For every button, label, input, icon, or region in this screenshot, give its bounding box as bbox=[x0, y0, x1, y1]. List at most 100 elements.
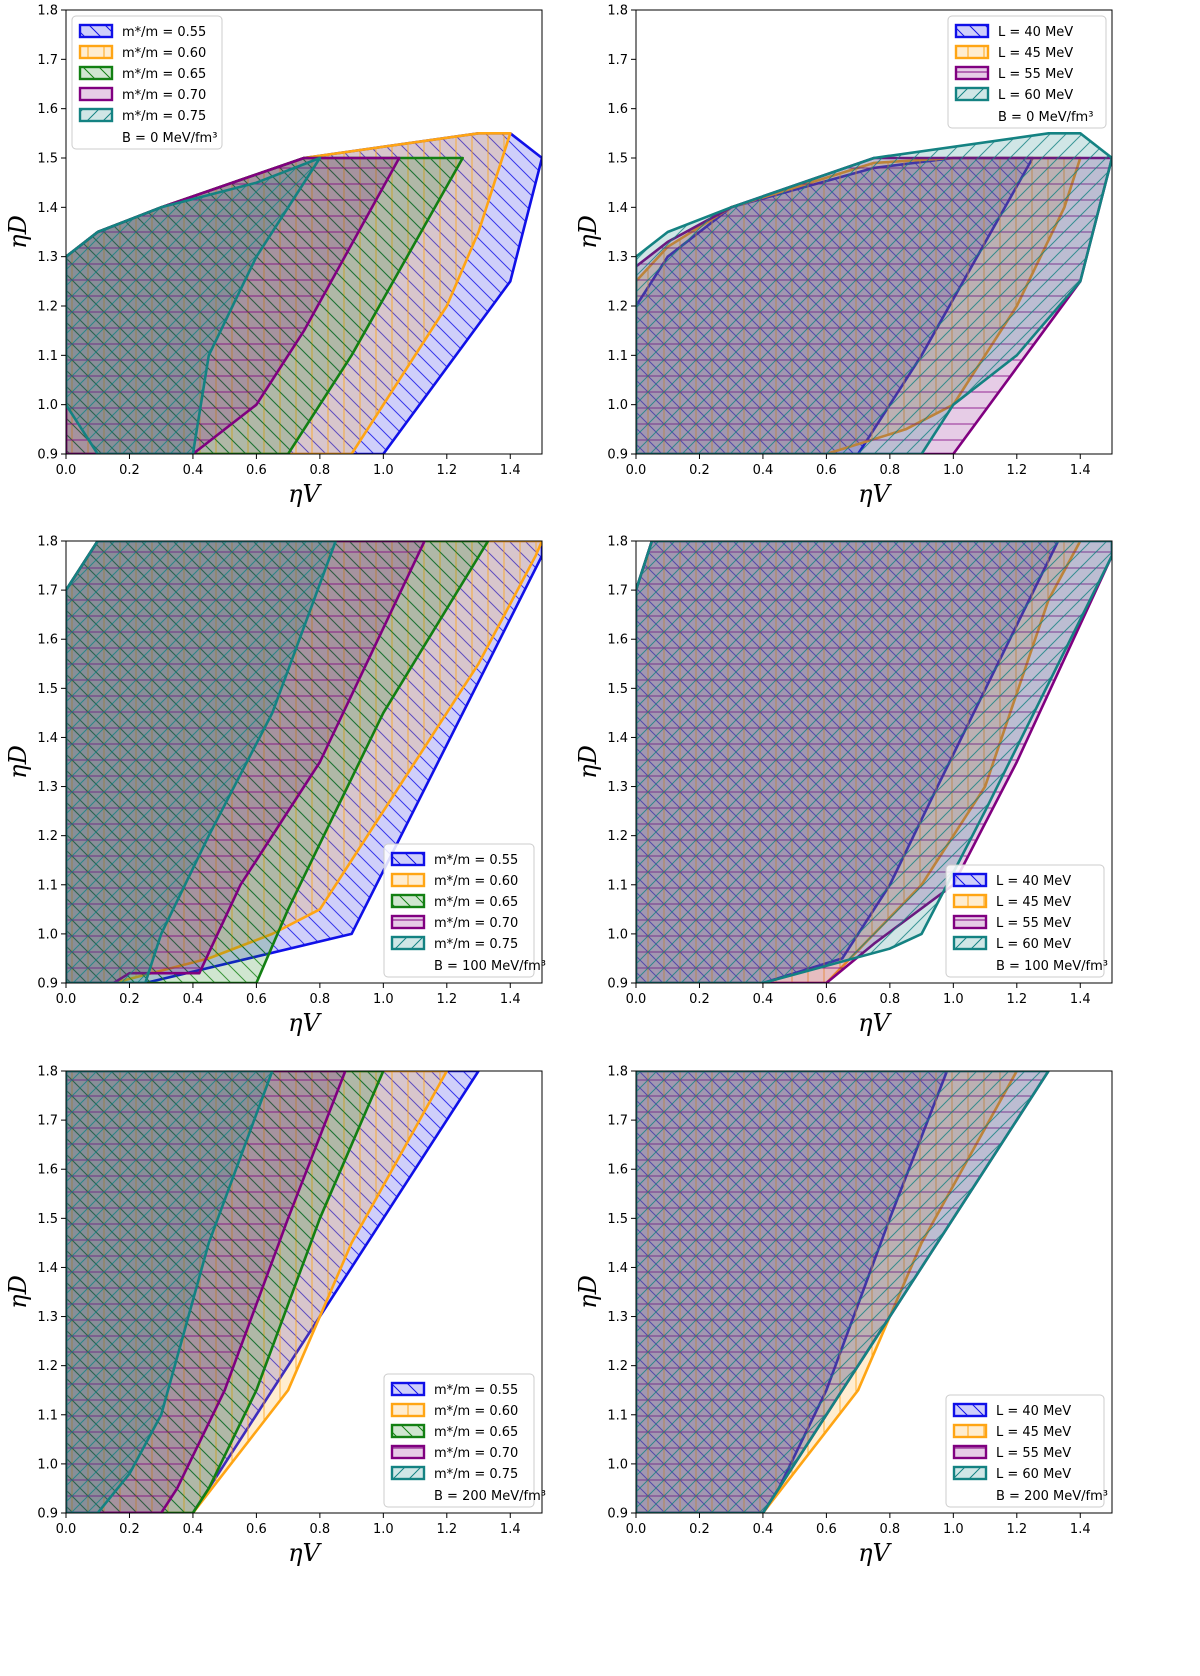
legend-label: m*/m = 0.55 bbox=[434, 853, 518, 868]
y-tick-label: 1.4 bbox=[37, 1261, 58, 1276]
y-tick-label: 1.3 bbox=[607, 250, 628, 265]
x-tick-label: 0.2 bbox=[119, 1522, 140, 1537]
legend-note: B = 100 MeV/fm³ bbox=[996, 959, 1108, 974]
x-tick-label: 1.4 bbox=[500, 463, 521, 478]
y-tick-label: 1.6 bbox=[607, 102, 628, 117]
region-hatch bbox=[636, 133, 1112, 454]
y-tick-label: 0.9 bbox=[37, 448, 58, 463]
y-tick-label: 1.5 bbox=[607, 152, 628, 167]
region-outline bbox=[66, 541, 490, 983]
region-l-60-mev bbox=[636, 132, 1112, 454]
legend-item: L = 40 MeV bbox=[952, 872, 1071, 889]
legend-swatch bbox=[954, 44, 990, 60]
y-tick-label: 0.9 bbox=[607, 977, 628, 992]
legend-label: m*/m = 0.55 bbox=[434, 1383, 518, 1398]
y-tick-label: 1.2 bbox=[37, 829, 58, 844]
region-m-m-0-75 bbox=[66, 1071, 274, 1513]
plot-area bbox=[66, 541, 542, 983]
y-tick-label: 1.7 bbox=[607, 584, 628, 599]
legend: m*/m = 0.55 m*/m = 0.60 m*/m = 0.65 m*/m = … bbox=[383, 843, 546, 978]
y-tick-label: 1.6 bbox=[607, 1163, 628, 1178]
y-tick-label: 1.1 bbox=[37, 1408, 58, 1423]
legend-swatch bbox=[78, 65, 114, 81]
legend-swatch bbox=[952, 914, 988, 930]
legend-label: m*/m = 0.60 bbox=[122, 46, 206, 61]
legend-label: m*/m = 0.65 bbox=[122, 67, 206, 82]
plot-area bbox=[636, 541, 1112, 983]
legend-swatch bbox=[390, 1465, 426, 1481]
legend-swatch bbox=[78, 107, 114, 123]
x-tick-label: 1.2 bbox=[436, 992, 457, 1007]
legend-item: m*/m = 0.60 bbox=[390, 872, 518, 889]
y-tick-label: 1.4 bbox=[607, 1261, 628, 1276]
y-tick-label: 1.8 bbox=[607, 535, 628, 550]
x-tick-label: 1.0 bbox=[943, 463, 964, 478]
x-tick-label: 0.6 bbox=[246, 992, 267, 1007]
y-tick-label: 1.3 bbox=[37, 780, 58, 795]
x-tick-label: 0.4 bbox=[183, 1522, 204, 1537]
legend: L = 40 MeV L = 45 MeV L = 55 MeV L = 60 MeV… bbox=[947, 15, 1107, 129]
region-hatch bbox=[66, 1071, 273, 1513]
region-outline bbox=[66, 156, 322, 454]
legend-note: B = 0 MeV/fm³ bbox=[998, 110, 1093, 125]
y-tick-label: 1.1 bbox=[37, 878, 58, 893]
x-tick-label: 1.0 bbox=[943, 1522, 964, 1537]
legend-item: m*/m = 0.70 bbox=[78, 86, 206, 103]
legend-item: m*/m = 0.65 bbox=[78, 65, 206, 82]
x-tick-label: 0.8 bbox=[310, 1522, 331, 1537]
x-tick-label: 0.6 bbox=[246, 1522, 267, 1537]
legend-item: L = 55 MeV bbox=[954, 65, 1073, 82]
axes-frame bbox=[635, 540, 1113, 984]
y-tick-label: 1.7 bbox=[607, 1114, 628, 1129]
x-tick-label: 0.2 bbox=[689, 1522, 710, 1537]
x-tick-label: 0.6 bbox=[816, 1522, 837, 1537]
legend-item: m*/m = 0.75 bbox=[78, 107, 206, 124]
legend-item: L = 60 MeV bbox=[952, 935, 1071, 952]
region-outline bbox=[66, 541, 338, 983]
region-l-60-mev bbox=[636, 1071, 1050, 1513]
chart-panel-top-right: 0.0 0.2 0.4 0.6 0.8 1.0 1.2 1.4 0.9 1.0 1.1 1.2 1.3 1… bbox=[574, 4, 1113, 508]
legend-label: m*/m = 0.55 bbox=[122, 25, 206, 40]
chart-panel-middle-right: 0.0 0.2 0.4 0.6 0.8 1.0 1.2 1.4 0.9 1.0 1.1 1.2 1.3 1… bbox=[574, 535, 1113, 1037]
x-tick-label: 1.2 bbox=[436, 1522, 457, 1537]
y-tick-label: 1.6 bbox=[37, 102, 58, 117]
legend-label: L = 60 MeV bbox=[996, 1467, 1071, 1482]
x-tick-label: 1.4 bbox=[500, 992, 521, 1007]
legend-swatch bbox=[952, 935, 988, 951]
y-tick-label: 1.7 bbox=[37, 53, 58, 68]
x-tick-label: 1.4 bbox=[1070, 463, 1091, 478]
x-tick-label: 0.0 bbox=[626, 463, 647, 478]
x-tick-label: 1.4 bbox=[500, 1522, 521, 1537]
legend-note: B = 200 MeV/fm³ bbox=[996, 1489, 1108, 1504]
legend-item: m*/m = 0.70 bbox=[390, 914, 518, 931]
legend-label: L = 45 MeV bbox=[996, 1425, 1071, 1440]
legend-item: m*/m = 0.60 bbox=[78, 44, 206, 61]
x-tick-label: 1.2 bbox=[1006, 992, 1027, 1007]
y-tick-label: 1.8 bbox=[37, 4, 58, 19]
legend-label: L = 45 MeV bbox=[998, 46, 1073, 61]
legend-item: L = 45 MeV bbox=[952, 1423, 1071, 1440]
legend-swatch bbox=[952, 1444, 988, 1460]
legend-swatch bbox=[952, 1465, 988, 1481]
plot-area bbox=[66, 132, 542, 454]
x-tick-label: 1.2 bbox=[436, 463, 457, 478]
axes-frame bbox=[635, 1070, 1113, 1514]
y-tick-label: 0.9 bbox=[607, 1507, 628, 1522]
x-axis-label: ηV bbox=[858, 480, 892, 508]
region-m-m-0-75 bbox=[66, 156, 322, 454]
chart-panel-bottom-left: 0.0 0.2 0.4 0.6 0.8 1.0 1.2 1.4 0.9 1.0 1.1 1.2 1.3 1… bbox=[4, 1065, 546, 1568]
y-tick-label: 1.8 bbox=[37, 1065, 58, 1080]
legend-label: L = 40 MeV bbox=[996, 874, 1071, 889]
x-tick-label: 1.2 bbox=[1006, 463, 1027, 478]
y-tick-label: 1.5 bbox=[607, 1212, 628, 1227]
y-tick-label: 1.4 bbox=[607, 201, 628, 216]
legend: m*/m = 0.55 m*/m = 0.60 m*/m = 0.65 m*/m = … bbox=[71, 15, 223, 150]
x-tick-label: 1.0 bbox=[373, 463, 394, 478]
x-tick-label: 0.2 bbox=[119, 992, 140, 1007]
region-outline bbox=[66, 1071, 385, 1513]
legend-swatch bbox=[390, 872, 426, 888]
region-outline bbox=[66, 1071, 274, 1513]
y-tick-label: 1.5 bbox=[37, 152, 58, 167]
x-tick-label: 0.4 bbox=[183, 463, 204, 478]
legend-label: m*/m = 0.65 bbox=[434, 895, 518, 910]
